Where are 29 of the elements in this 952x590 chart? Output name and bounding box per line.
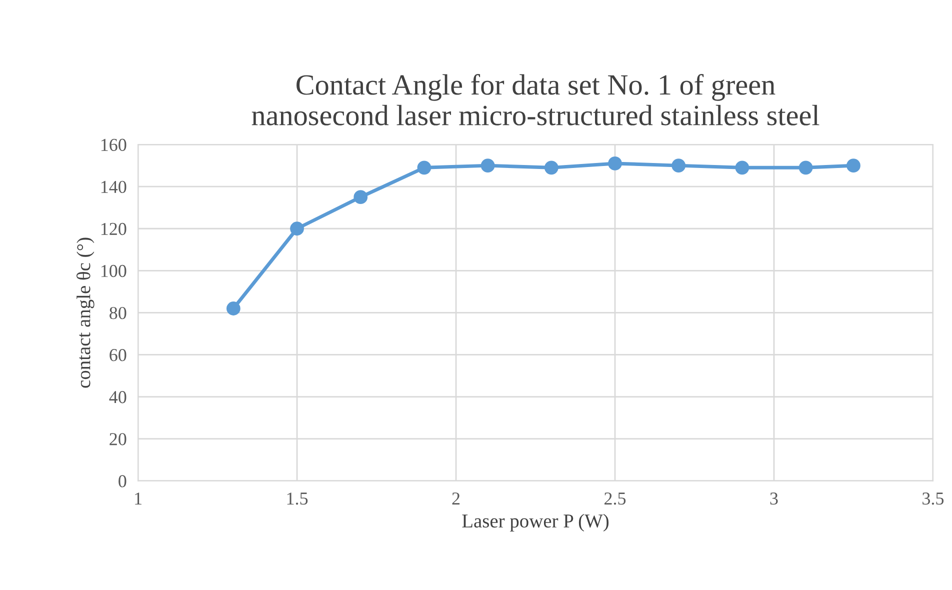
y-tick-label: 20 bbox=[110, 433, 126, 446]
point bbox=[608, 156, 622, 170]
point bbox=[735, 160, 750, 175]
y-axis-title: contact angle θc (°) bbox=[76, 238, 94, 388]
y-tick-label: 120 bbox=[101, 222, 126, 236]
x-tick-label: 1 bbox=[135, 492, 142, 504]
point bbox=[480, 158, 495, 173]
y-tick-label: 140 bbox=[101, 180, 126, 194]
x-tick-label: 2.5 bbox=[604, 492, 626, 505]
y-tick-label: 160 bbox=[101, 138, 126, 151]
x-tick-label: 1.5 bbox=[287, 492, 308, 505]
y-tick-label: 100 bbox=[101, 264, 126, 278]
x-tick-label: 3 bbox=[770, 492, 778, 505]
point bbox=[846, 158, 860, 173]
point bbox=[290, 222, 304, 236]
point bbox=[672, 158, 686, 173]
point bbox=[226, 302, 240, 316]
y-tick-label: 60 bbox=[110, 348, 126, 362]
y-tick-label: 0 bbox=[118, 475, 126, 488]
point bbox=[544, 160, 558, 175]
x-tick-label: 3.5 bbox=[922, 492, 944, 505]
x-tick-label: 2 bbox=[452, 492, 460, 504]
point bbox=[417, 160, 432, 175]
y-tick-label: 80 bbox=[110, 306, 126, 320]
point bbox=[798, 160, 813, 175]
y-tick-label: 40 bbox=[109, 391, 126, 404]
point bbox=[354, 190, 368, 204]
chart-title: Contact Angle for data set No. 1 of green nanosecond laser micro-structured stainless steel bbox=[252, 74, 820, 126]
x-axis-title: Laser power P (W) bbox=[462, 514, 609, 532]
